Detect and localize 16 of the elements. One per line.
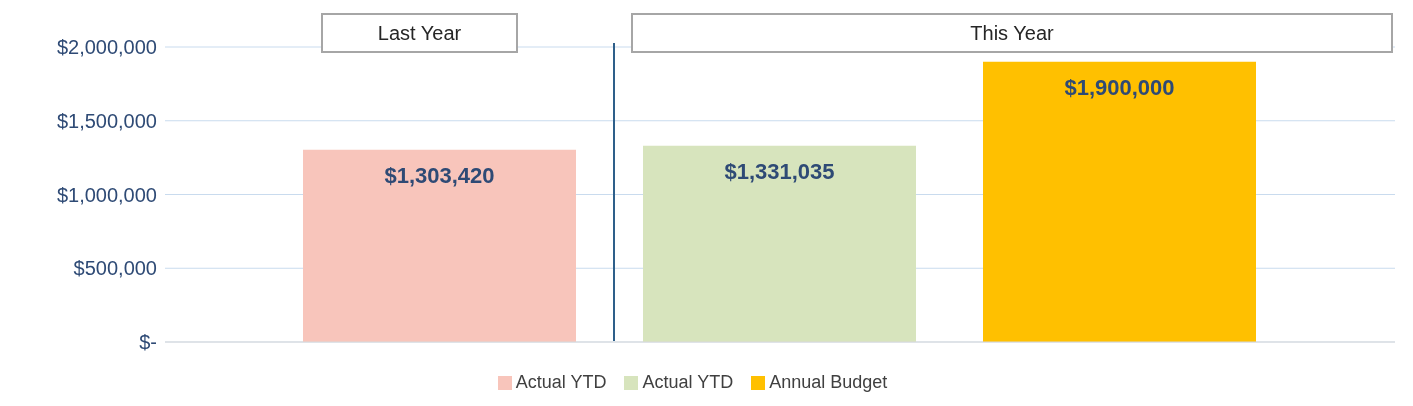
bar [983, 61, 1256, 342]
bar [643, 145, 916, 342]
bar [303, 149, 576, 342]
caption-box: Last Year [321, 13, 518, 53]
text: $1,900,000 [1064, 75, 1175, 101]
text: $1,331,035 [724, 159, 835, 185]
y-tick-label: $2,000,000 [56, 36, 157, 59]
text: $1,303,420 [384, 163, 495, 189]
y-tick-label: $- [139, 331, 157, 354]
y-tick-label: $1,000,000 [56, 183, 157, 206]
y-tick-label: $1,500,000 [56, 109, 157, 132]
y-tick-label: $500,000 [73, 257, 157, 280]
legend-label: Annual Budget [769, 372, 888, 392]
caption-box: This Year [631, 13, 1393, 53]
legend-label: Actual YTD [642, 372, 734, 392]
legend-label: Actual YTD [515, 372, 607, 392]
